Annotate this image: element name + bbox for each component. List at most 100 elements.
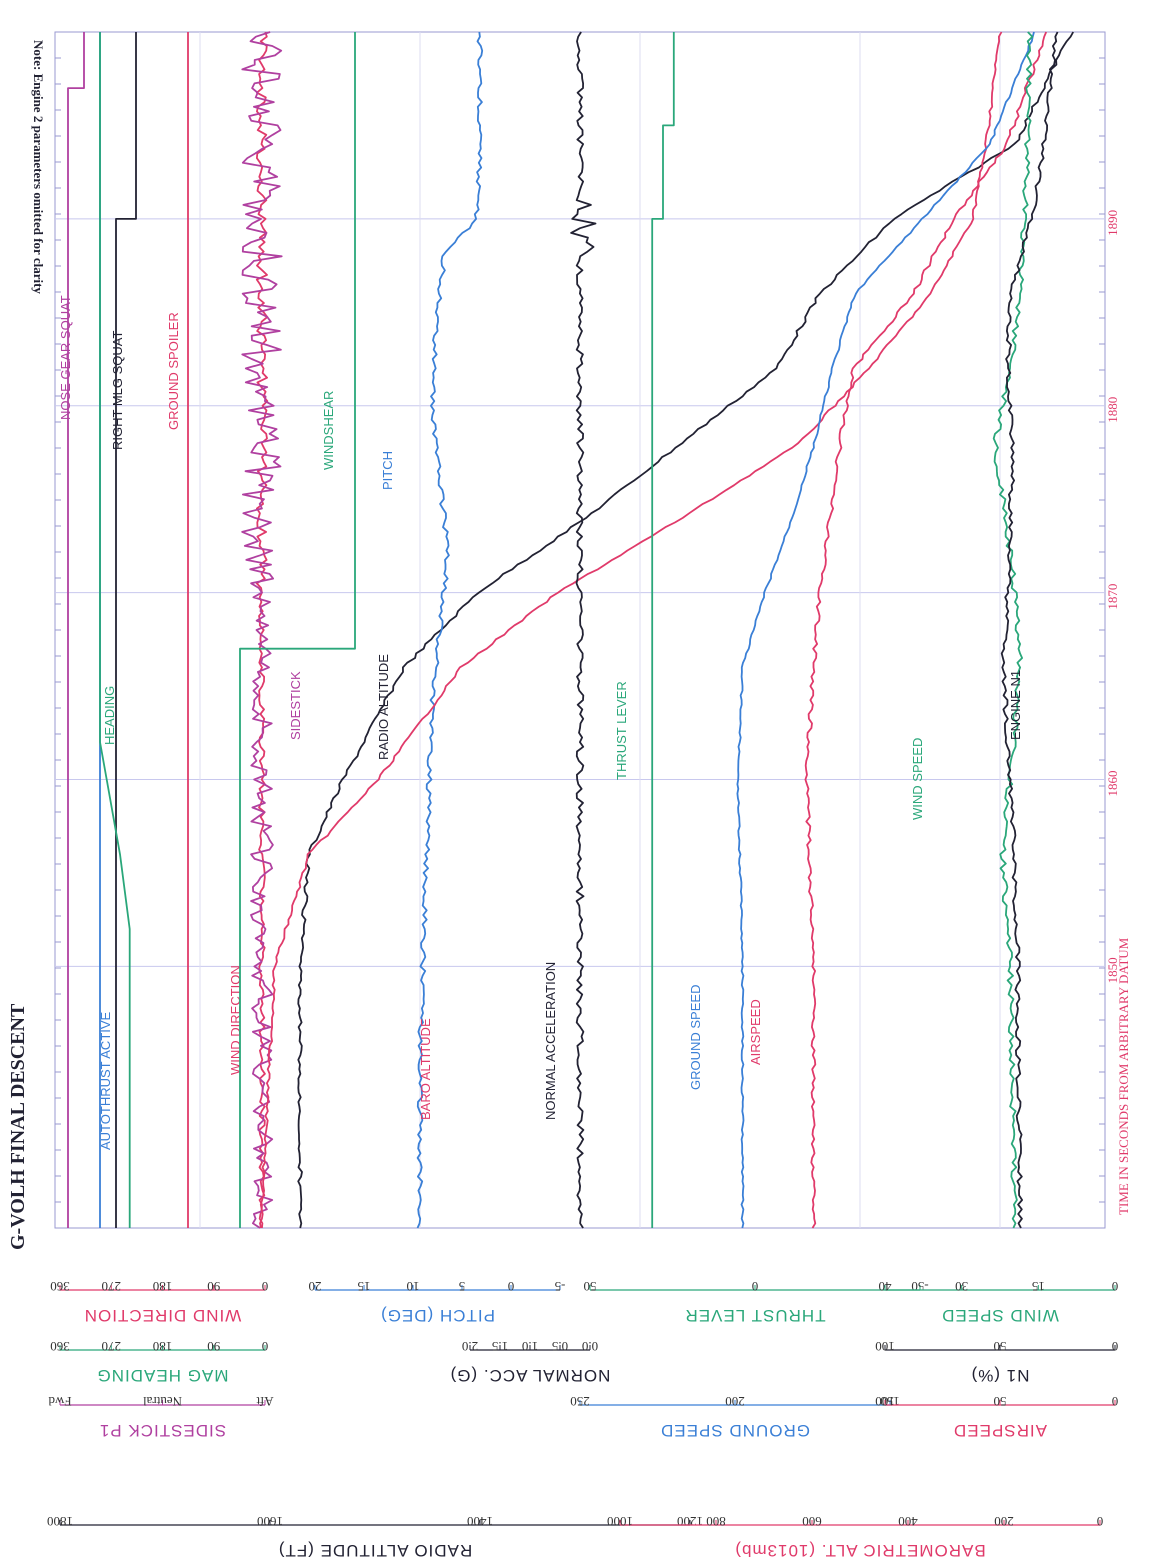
scale-title: PITCH (DEG) <box>380 1306 495 1325</box>
scale-tick-label: 100 <box>875 1394 895 1409</box>
scale-tick-label: Neutral <box>143 1394 182 1409</box>
scale-title: WIND DIRECTION <box>84 1306 242 1325</box>
scale-tick-label: 800 <box>706 1514 726 1529</box>
trace-label: RIGHT MLG SQUAT <box>110 331 125 450</box>
trace-label: THRUST LEVER <box>614 681 629 780</box>
trace-label: PITCH <box>380 451 395 490</box>
trace-sidestick <box>241 31 283 1229</box>
scale-tick-label: 360 <box>50 1339 70 1354</box>
trace-thrust-lever <box>651 32 675 1228</box>
trace-label: HEADING <box>102 686 117 745</box>
scale-title: N1 (%) <box>971 1366 1030 1385</box>
scale-tick-label: 0 <box>262 1339 269 1354</box>
scale-tick-label: 0.5 <box>552 1339 568 1354</box>
scale-tick-label: 40 <box>879 1279 892 1294</box>
scale-tick-label: 1000 <box>607 1514 633 1529</box>
trace-engine-n1 <box>1000 31 1059 1229</box>
scale-tick-label: 180 <box>153 1279 173 1294</box>
trace-ground-speed <box>736 31 1035 1229</box>
scale-tick-label: 0 <box>1097 1514 1104 1529</box>
scale-tick-label: 1.0 <box>522 1339 538 1354</box>
scale-tick-label: 30 <box>955 1279 968 1294</box>
scale-tick-label: 90 <box>207 1339 220 1354</box>
trace-label: NOSE GEAR SQUAT <box>58 295 73 420</box>
time-tick-label: 1860 <box>1105 771 1120 797</box>
scale-tick-label: Fwd <box>48 1394 72 1409</box>
time-tick-label: 1890 <box>1105 210 1120 236</box>
trace-nose-gear-squat <box>67 32 85 1228</box>
trace-label: AUTOTHRUST ACTIVE <box>98 1011 113 1150</box>
scale-tick-label: 100 <box>875 1339 895 1354</box>
scale-tick-label: 0 <box>508 1279 515 1294</box>
trace-normal-acceleration <box>570 31 597 1229</box>
trace-label: RADIO ALTITUDE <box>376 654 391 760</box>
trace-heading <box>99 32 131 1228</box>
time-axis-label: TIME IN SECONDS FROM ARBITRARY DATUM <box>1116 937 1131 1215</box>
scale-tick-label: 200 <box>994 1514 1014 1529</box>
scale-tick-label: 15 <box>358 1279 371 1294</box>
trace-label: BARO ALTITUDE <box>418 1018 433 1120</box>
scale-tick-label: 0 <box>752 1279 759 1294</box>
trace-right-mlg-squat <box>115 32 137 1228</box>
trace-label: GROUND SPEED <box>688 985 703 1090</box>
trace-label: ENGINE N1 <box>1008 670 1023 740</box>
scale-tick-label: 5 <box>459 1279 466 1294</box>
scale-tick-label: 0 <box>1112 1339 1119 1354</box>
trace-pitch <box>416 31 484 1229</box>
scale-title: MAG HEADING <box>97 1366 229 1385</box>
scale-tick-label: 90 <box>207 1279 220 1294</box>
scale-tick-label: 1400 <box>467 1514 493 1529</box>
scale-title: AIRSPEED <box>953 1421 1047 1440</box>
trace-label: GROUND SPOILER <box>166 312 181 430</box>
scale-tick-label: 0 <box>1112 1394 1119 1409</box>
scale-tick-label: 50 <box>584 1279 597 1294</box>
scale-tick-label: 1800 <box>47 1514 73 1529</box>
scale-tick-label: 360 <box>50 1279 70 1294</box>
scale-tick-label: 0.0 <box>582 1339 598 1354</box>
scale-title: BAROMETRIC ALT. (1013mb) <box>734 1541 985 1560</box>
scale-tick-label: 15 <box>1032 1279 1045 1294</box>
scale-title: WIND SPEED <box>941 1306 1059 1325</box>
scale-tick-label: 20 <box>309 1279 322 1294</box>
scale-tick-label: 600 <box>802 1514 822 1529</box>
trace-label: NORMAL ACCELERATION <box>543 962 558 1120</box>
scale-tick-label: 10 <box>407 1279 420 1294</box>
scale-legend: 0 90 180 270 360 WIND DIRECTION 0 90 180 270 360 MA… <box>47 1279 1118 1560</box>
trace-label: AIRSPEED <box>748 999 763 1065</box>
scale-tick-label: 200 <box>725 1394 745 1409</box>
scale-tick-label: 50 <box>994 1339 1007 1354</box>
scale-tick-label: 2.0 <box>462 1339 478 1354</box>
scale-tick-label: 0 <box>262 1279 269 1294</box>
scale-tick-label: 1200 <box>677 1514 703 1529</box>
trace-airspeed <box>804 31 1048 1229</box>
note-text: Note: Engine 2 parameters omitted for cl… <box>31 40 46 294</box>
scale-tick-label: 250 <box>570 1394 590 1409</box>
trace-label: WINDSHEAR <box>321 391 336 470</box>
scale-tick-label: -5 <box>555 1279 566 1294</box>
trace-label: WIND SPEED <box>910 738 925 820</box>
trace-baro-altitude <box>259 31 1003 1229</box>
scale-tick-label: 0 <box>1112 1279 1119 1294</box>
scale-tick-label: 180 <box>153 1339 173 1354</box>
scale-tick-label: 400 <box>898 1514 918 1529</box>
scale-tick-label: 1.5 <box>492 1339 508 1354</box>
scale-tick-label: 270 <box>102 1339 122 1354</box>
scale-title: SIDESTICK P1 <box>99 1421 226 1440</box>
trace-label: SIDESTICK <box>288 671 303 740</box>
scale-title: NORMAL ACC. (G) <box>450 1366 611 1385</box>
time-tick-label: 1880 <box>1105 397 1120 423</box>
scale-tick-label: 1600 <box>257 1514 283 1529</box>
scale-tick-label: -50 <box>911 1279 928 1294</box>
time-tick-label: 1850 <box>1105 957 1120 983</box>
plot-frame <box>54 31 1106 1229</box>
chart-title: G-VOLH FINAL DESCENT <box>7 1003 29 1250</box>
scale-tick-label: 50 <box>994 1394 1007 1409</box>
scale-tick-label: 270 <box>102 1279 122 1294</box>
scale-title: THRUST LEVER <box>684 1306 825 1325</box>
scale-title: GROUND SPEED <box>660 1421 810 1440</box>
scale-tick-label: Aft <box>256 1394 274 1409</box>
traces: NOSE GEAR SQUAT AUTOTHRUST ACTIVE RIGHT ML… <box>58 31 1074 1229</box>
time-tick-label: 1870 <box>1105 584 1120 610</box>
scale-title: RADIO ALTITUDE (FT) <box>278 1541 472 1560</box>
